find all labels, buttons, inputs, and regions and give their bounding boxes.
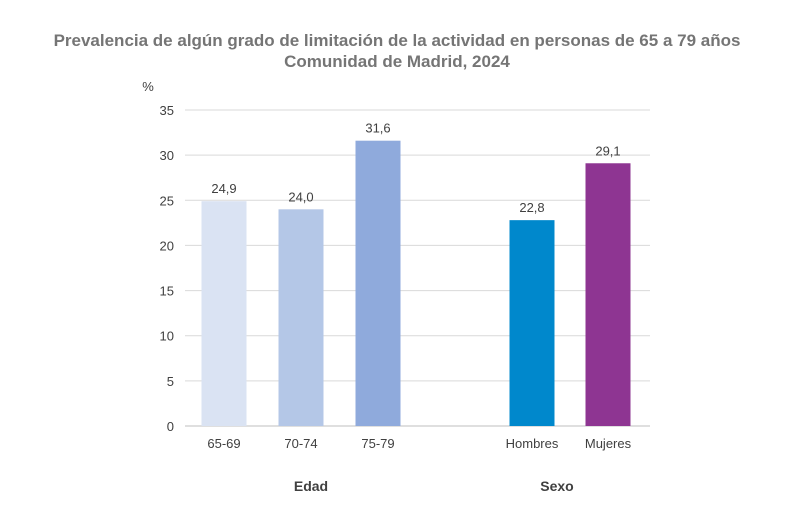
y-tick-label: 10 — [160, 329, 174, 344]
x-tick-label: Mujeres — [585, 436, 632, 451]
y-tick-label: 30 — [160, 148, 174, 163]
x-tick-label: 70-74 — [284, 436, 317, 451]
data-label: 29,1 — [595, 143, 620, 158]
x-tick-label: 75-79 — [361, 436, 394, 451]
y-tick-label: 5 — [167, 374, 174, 389]
x-tick-label: 65-69 — [207, 436, 240, 451]
y-tick-label: 20 — [160, 238, 174, 253]
data-label: 31,6 — [365, 121, 390, 136]
group-label: Edad — [294, 478, 328, 494]
chart-title: Prevalencia de algún grado de limitación… — [54, 31, 741, 50]
y-tick-label: 35 — [160, 103, 174, 118]
x-tick-label: Hombres — [506, 436, 559, 451]
bar — [355, 140, 401, 426]
bar — [278, 209, 324, 426]
data-label: 24,0 — [288, 189, 313, 204]
group-label: Sexo — [540, 478, 573, 494]
y-axis-label: % — [142, 79, 154, 94]
data-label: 22,8 — [519, 200, 544, 215]
chart-subtitle: Comunidad de Madrid, 2024 — [284, 52, 510, 71]
bar — [585, 163, 631, 427]
data-label: 24,9 — [211, 181, 236, 196]
y-tick-label: 0 — [167, 419, 174, 434]
y-tick-label: 15 — [160, 284, 174, 299]
bar — [509, 220, 555, 426]
y-tick-label: 25 — [160, 193, 174, 208]
bar — [201, 201, 247, 426]
